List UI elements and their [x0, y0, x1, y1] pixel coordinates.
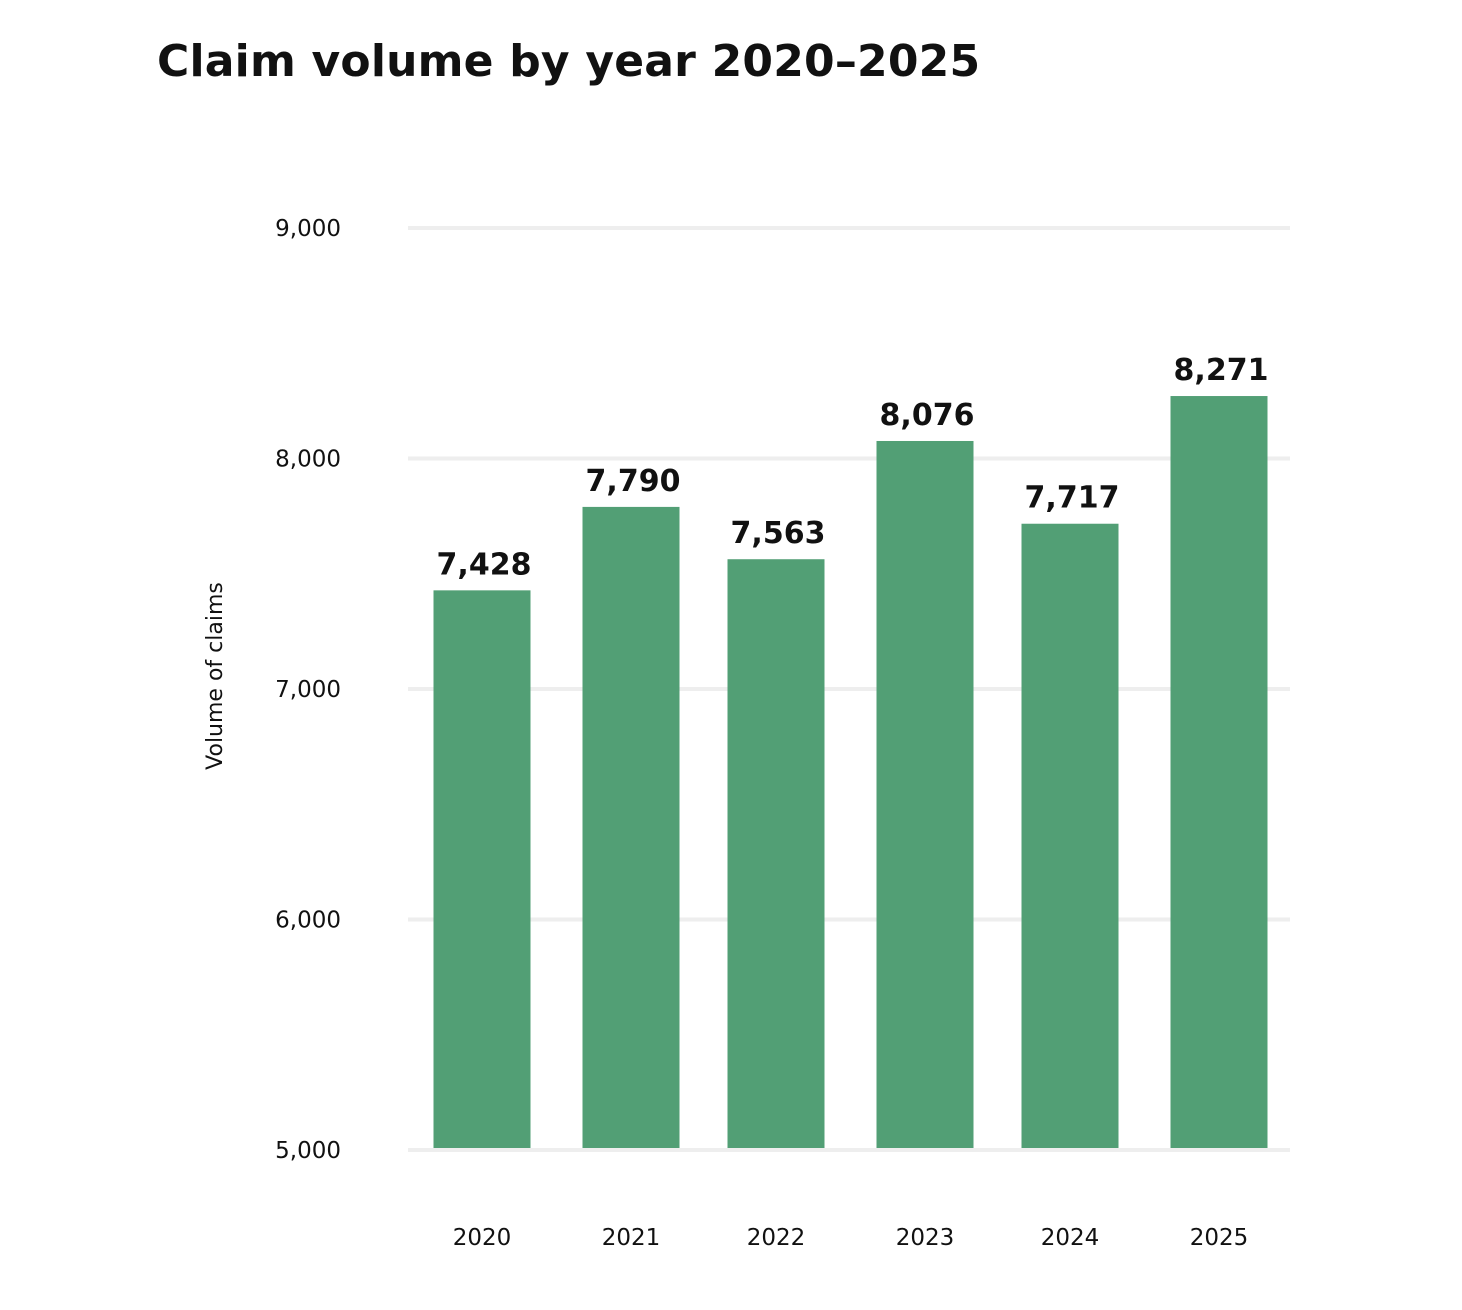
bar-2020	[433, 590, 531, 1148]
bar-2025	[1170, 396, 1268, 1148]
y-tick-label: 8,000	[275, 447, 341, 473]
y-tick-label: 6,000	[275, 908, 341, 934]
y-axis-ticks: 5,000 6,000 7,000 8,000 9,000	[275, 216, 341, 1164]
y-tick-label: 7,000	[275, 677, 341, 703]
x-tick-label: 2023	[896, 1225, 955, 1251]
bar-2023	[876, 440, 974, 1148]
x-axis-ticks: 2020 2021 2022 2023 2024 2025	[453, 1225, 1249, 1251]
bar-2021	[582, 506, 680, 1148]
x-tick-label: 2022	[747, 1225, 806, 1251]
x-tick-label: 2020	[453, 1225, 512, 1251]
bars	[433, 396, 1268, 1148]
data-label: 7,428	[437, 547, 532, 582]
data-label: 8,076	[880, 398, 975, 433]
x-tick-label: 2024	[1041, 1225, 1100, 1251]
data-label: 7,790	[586, 464, 681, 499]
chart-title: Claim volume by year 2020–2025	[157, 36, 981, 87]
bar-2022	[727, 559, 825, 1148]
y-tick-label: 9,000	[275, 216, 341, 242]
data-label: 8,271	[1174, 353, 1269, 388]
x-tick-label: 2021	[602, 1225, 661, 1251]
gridlines	[408, 226, 1290, 1152]
data-labels: 7,428 7,790 7,563 8,076 7,717 8,271	[437, 353, 1269, 582]
y-axis-title: Volume of claims	[203, 582, 228, 770]
x-tick-label: 2025	[1190, 1225, 1249, 1251]
y-tick-label: 5,000	[275, 1138, 341, 1164]
data-label: 7,563	[731, 516, 826, 551]
data-label: 7,717	[1025, 481, 1120, 516]
bar-2024	[1021, 523, 1119, 1148]
